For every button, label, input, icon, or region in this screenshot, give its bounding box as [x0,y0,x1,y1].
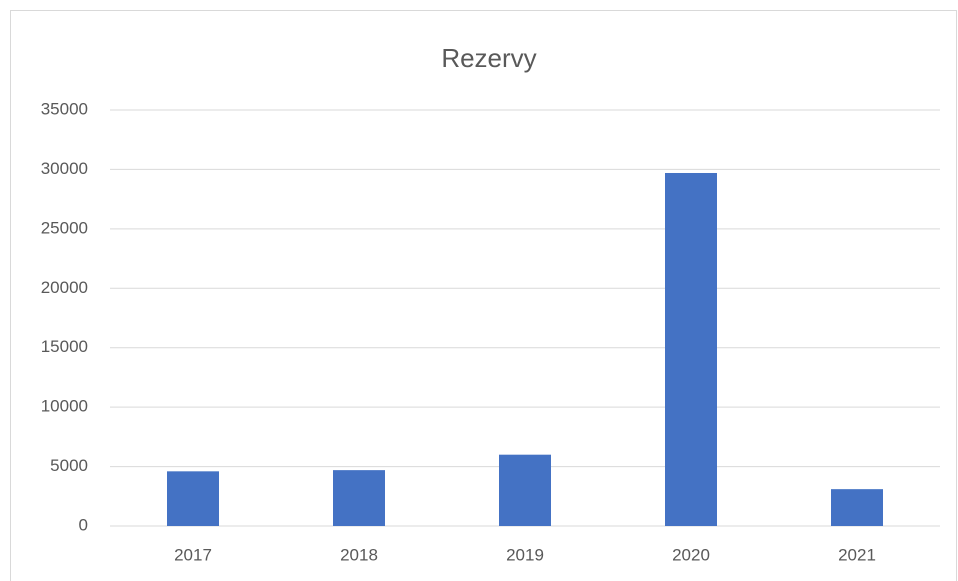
y-tick-label: 20000 [41,278,88,297]
y-tick-label: 35000 [41,99,88,118]
x-tick-label: 2017 [174,545,212,564]
chart-frame [10,10,957,581]
x-tick-label: 2021 [838,545,876,564]
x-tick-label: 2018 [340,545,378,564]
y-tick-label: 10000 [41,397,88,416]
y-tick-label: 30000 [41,159,88,178]
y-tick-label: 25000 [41,218,88,237]
x-tick-label: 2019 [506,545,544,564]
bar [665,172,717,526]
bar [167,471,219,526]
y-tick-label: 15000 [41,337,88,356]
bar [831,489,883,526]
x-tick-label: 2020 [672,545,710,564]
bar [333,470,385,526]
y-tick-label: 0 [79,515,88,534]
chart-title: Rezervy [441,43,536,73]
bar [499,454,551,526]
y-tick-label: 5000 [50,456,88,475]
